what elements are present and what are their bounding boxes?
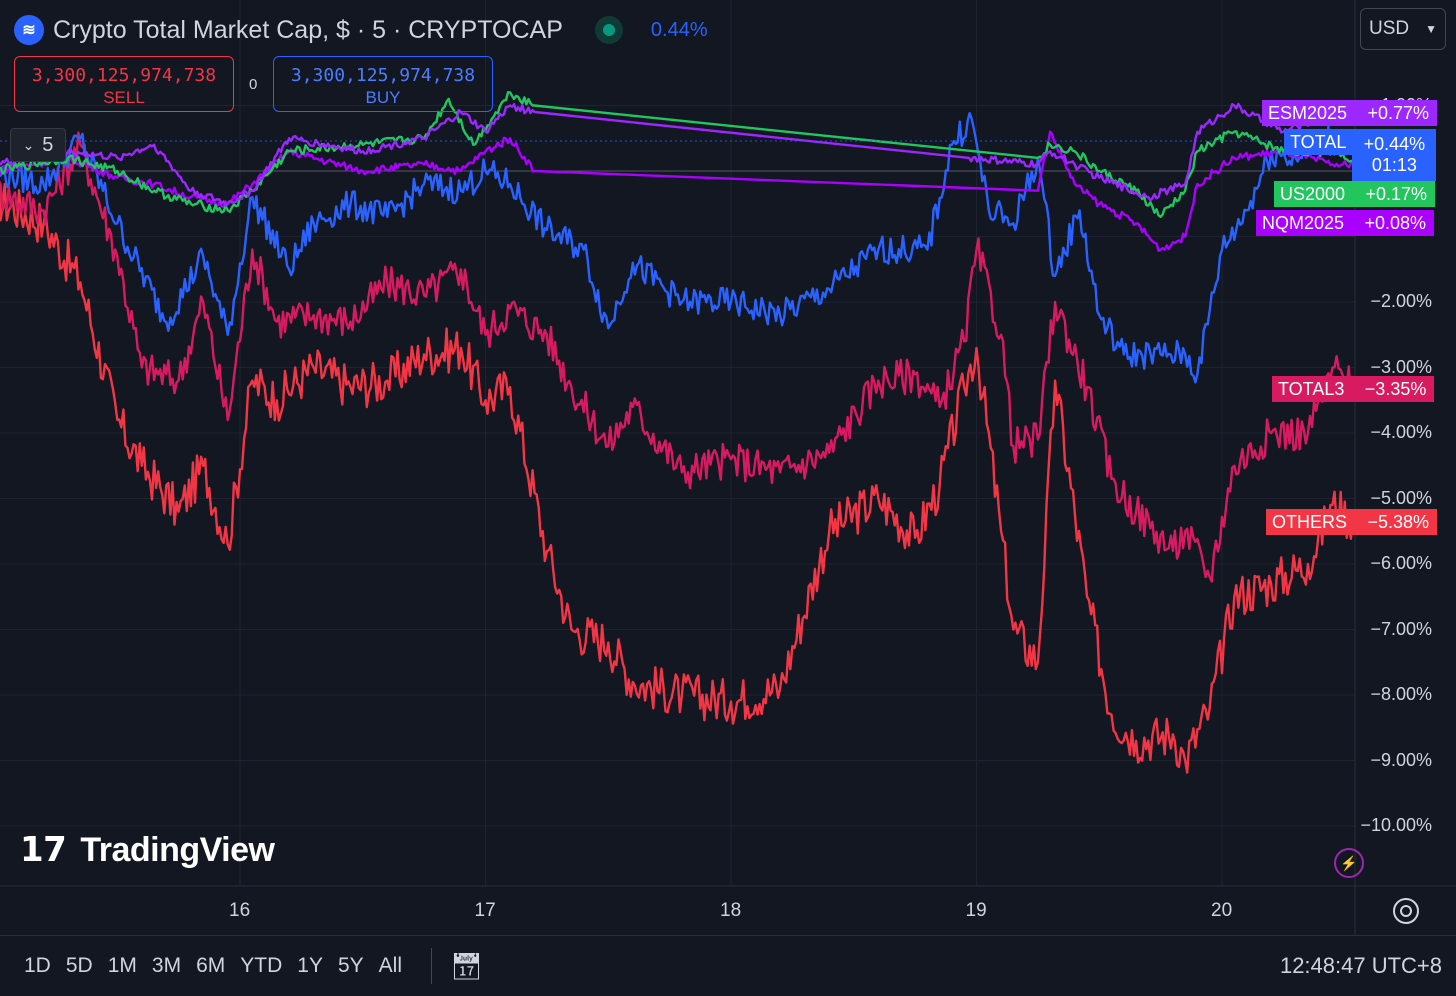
series-badge-name: TOTAL xyxy=(1284,129,1353,155)
y-tick-label: −5.00% xyxy=(1370,487,1432,508)
y-tick-label: −9.00% xyxy=(1370,749,1432,770)
series-badge-name: TOTAL3 xyxy=(1272,376,1351,402)
sell-price: 3,300,125,974,738 xyxy=(31,65,217,86)
series-line-us2000[interactable] xyxy=(0,91,1358,218)
lightning-icon[interactable]: ⚡ xyxy=(1334,848,1364,878)
buy-button[interactable]: 3,300,125,974,738 BUY xyxy=(273,56,493,112)
y-tick-label: −8.00% xyxy=(1370,684,1432,704)
tradingview-logo-icon: 𝟭𝟳 xyxy=(20,831,67,869)
x-tick-label: 17 xyxy=(474,900,496,921)
y-tick-label: −7.00% xyxy=(1370,618,1432,639)
range-button-all[interactable]: All xyxy=(378,954,402,977)
series-badge-value: −3.35% xyxy=(1350,376,1435,402)
series-badge-value: +0.44% 01:13 xyxy=(1352,129,1437,181)
series-badge-value: +0.77% xyxy=(1353,100,1438,126)
header-change: 0.44% xyxy=(650,18,708,41)
series-line-esm2025[interactable] xyxy=(0,102,1358,207)
market-status-icon[interactable] xyxy=(594,16,623,44)
series-badge-countdown: 01:13 xyxy=(1371,155,1417,175)
y-tick-label: −3.00% xyxy=(1370,356,1432,377)
series-line-nqm2025[interactable] xyxy=(0,130,1359,253)
series-badge-us2000[interactable]: US2000 +0.17% xyxy=(1274,181,1436,207)
series-badge-nqm2025[interactable]: NQM2025 +0.08% xyxy=(1256,210,1435,236)
series-badge-value: +0.17% xyxy=(1351,181,1436,207)
range-button-ytd[interactable]: YTD xyxy=(240,954,283,977)
y-tick-label: −4.00% xyxy=(1370,422,1432,442)
calendar-icon[interactable]: 📅︎ xyxy=(450,950,484,981)
indicators-count: 5 xyxy=(42,133,54,156)
chart-header: ≋ Crypto Total Market Cap, $ · 5 · CRYPT… xyxy=(14,10,708,50)
chevron-down-icon: ▼ xyxy=(1425,22,1437,36)
bottom-toolbar: 1D 5D 1M 3M 6M YTD 1Y 5Y All 📅︎ 12:48:47 UTC+8 xyxy=(0,935,1456,996)
sell-label: SELL xyxy=(103,88,145,107)
settings-gear-icon[interactable] xyxy=(1393,898,1419,924)
spread-value: 0 xyxy=(249,76,258,93)
y-tick-label: −6.00% xyxy=(1370,553,1432,573)
chart-series xyxy=(0,91,1359,774)
currency-select[interactable]: USD ▼ xyxy=(1360,8,1446,50)
x-tick-label: 16 xyxy=(229,900,251,921)
series-line-total[interactable] xyxy=(0,112,1359,384)
clock-readout[interactable]: 12:48:47 UTC+8 xyxy=(1279,953,1442,978)
indicators-toggle-button[interactable]: ⌄ 5 xyxy=(10,128,66,162)
series-line-others[interactable] xyxy=(0,180,1359,774)
tradingview-watermark: 𝟭𝟳 TradingView xyxy=(20,830,275,870)
series-badge-esm2025[interactable]: ESM2025 +0.77% xyxy=(1262,100,1438,126)
y-tick-label: −2.00% xyxy=(1370,291,1432,311)
toolbar-divider xyxy=(431,948,432,984)
currency-value: USD xyxy=(1369,18,1410,39)
series-badge-name: NQM2025 xyxy=(1256,210,1351,236)
series-badge-value: +0.08% xyxy=(1350,210,1435,236)
x-tick-label: 19 xyxy=(965,900,987,921)
series-badge-value-text: +0.44% xyxy=(1363,134,1426,154)
chevron-down-icon: ⌄ xyxy=(22,136,35,153)
sell-button[interactable]: 3,300,125,974,738 SELL xyxy=(14,56,234,112)
series-badge-total[interactable]: TOTAL +0.44% 01:13 xyxy=(1284,129,1437,181)
series-line-total3[interactable] xyxy=(0,131,1359,583)
x-tick-label: 18 xyxy=(720,900,742,921)
range-button-5y[interactable]: 5Y xyxy=(337,954,364,977)
range-button-6m[interactable]: 6M xyxy=(196,954,226,977)
range-button-5d[interactable]: 5D xyxy=(65,954,93,977)
chart-grid xyxy=(0,0,1355,886)
range-button-1d[interactable]: 1D xyxy=(24,954,51,977)
series-badge-value: −5.38% xyxy=(1353,509,1438,535)
symbol-title[interactable]: Crypto Total Market Cap, $ · 5 · CRYPTOC… xyxy=(53,15,563,44)
x-tick-label: 20 xyxy=(1211,900,1233,921)
range-button-1y[interactable]: 1Y xyxy=(297,954,323,977)
series-badge-name: OTHERS xyxy=(1266,509,1354,535)
crypto-cap-logo-icon: ≋ xyxy=(14,15,44,45)
range-button-1m[interactable]: 1M xyxy=(107,954,137,977)
series-badge-name: US2000 xyxy=(1274,181,1352,207)
series-badge-name: ESM2025 xyxy=(1262,100,1354,126)
buy-label: BUY xyxy=(365,88,401,107)
watermark-text: TradingView xyxy=(80,830,275,869)
range-buttons: 1D 5D 1M 3M 6M YTD 1Y 5Y All xyxy=(0,954,417,978)
range-button-3m[interactable]: 3M xyxy=(151,954,182,977)
y-tick-label: −10.00% xyxy=(1360,815,1432,835)
buy-price: 3,300,125,974,738 xyxy=(290,65,476,86)
series-badge-total3[interactable]: TOTAL3 −3.35% xyxy=(1272,376,1435,402)
series-badge-others[interactable]: OTHERS −5.38% xyxy=(1266,509,1438,535)
